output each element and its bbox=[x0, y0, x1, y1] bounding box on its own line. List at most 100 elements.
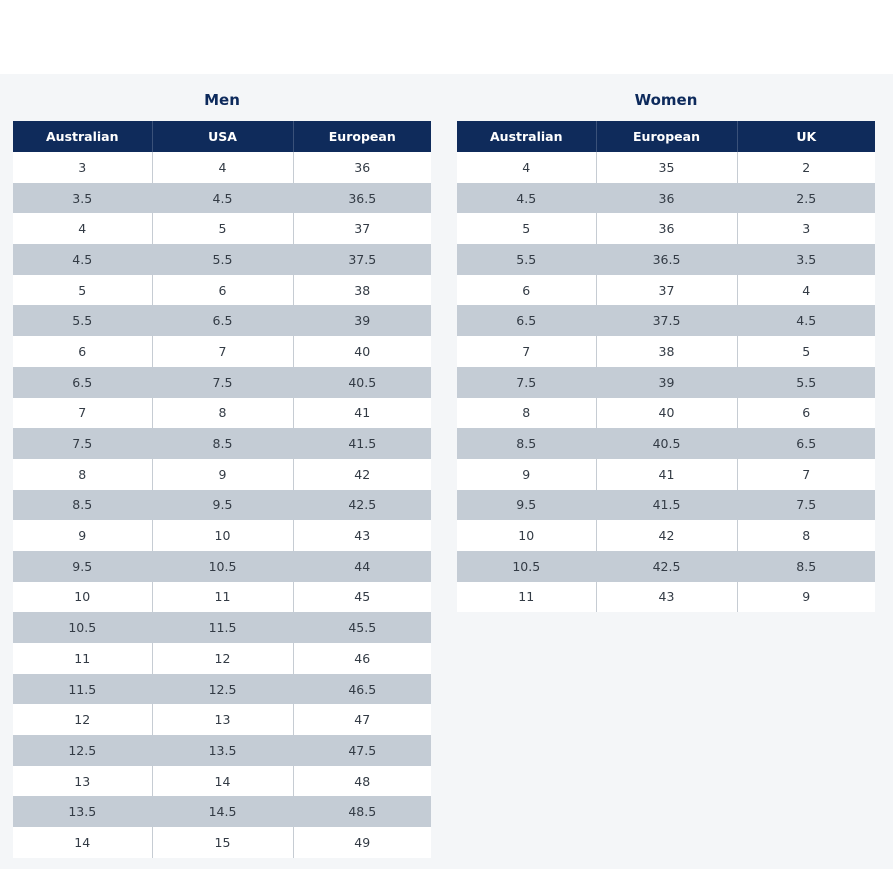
table-row: 3.5 4.5 36.5 bbox=[13, 182, 431, 214]
column-header-australian: Australian bbox=[13, 121, 152, 152]
table-cell: 4.5 bbox=[736, 305, 875, 337]
table-cell: 46.5 bbox=[292, 673, 431, 705]
table-cell: 8.5 bbox=[457, 428, 596, 459]
table-row: 10.5 11.5 45.5 bbox=[13, 612, 431, 643]
table-cell: 49 bbox=[292, 827, 431, 858]
table-cell: 40.5 bbox=[292, 366, 431, 398]
table-cell: 38 bbox=[595, 336, 737, 367]
table-cell: 6 bbox=[736, 397, 875, 429]
women-table-header-row: Australian European UK bbox=[457, 121, 875, 152]
table-row: 7.5 8.5 41.5 bbox=[13, 428, 431, 459]
table-row: 6.5 37.5 4.5 bbox=[457, 305, 875, 337]
table-row: 9.5 10.5 44 bbox=[13, 550, 431, 582]
women-table-body: 4 35 2 4.5 36 2.5 5 36 3 5.5 36.5 3.5 6 37 4 6.5 37.5 4.5… bbox=[457, 152, 875, 613]
table-cell: 41.5 bbox=[292, 428, 431, 459]
table-cell: 41 bbox=[292, 397, 431, 429]
table-cell: 7 bbox=[736, 458, 875, 490]
table-cell: 37 bbox=[292, 213, 431, 245]
table-cell: 47.5 bbox=[292, 735, 431, 766]
column-header-european: European bbox=[292, 121, 431, 152]
table-row: 13 14 48 bbox=[13, 765, 431, 797]
table-cell: 7.5 bbox=[457, 366, 596, 398]
table-cell: 37 bbox=[595, 274, 737, 306]
men-table-header-row: Australian USA European bbox=[13, 121, 431, 152]
men-section-title: Men bbox=[204, 91, 240, 109]
table-row: 4.5 5.5 37.5 bbox=[13, 244, 431, 275]
table-cell: 8 bbox=[457, 397, 596, 429]
table-cell: 40.5 bbox=[595, 428, 737, 459]
table-cell: 35 bbox=[595, 152, 737, 183]
table-cell: 9 bbox=[13, 520, 152, 551]
table-cell: 2 bbox=[736, 152, 875, 183]
table-cell: 39 bbox=[595, 366, 737, 398]
table-cell: 9.5 bbox=[151, 489, 293, 521]
table-cell: 9 bbox=[457, 458, 596, 490]
table-cell: 44 bbox=[292, 550, 431, 582]
table-cell: 48.5 bbox=[292, 796, 431, 828]
table-cell: 42.5 bbox=[595, 550, 737, 582]
table-cell: 45 bbox=[292, 581, 431, 613]
table-row: 10 11 45 bbox=[13, 581, 431, 613]
table-cell: 36.5 bbox=[595, 244, 737, 275]
table-cell: 8.5 bbox=[13, 489, 152, 521]
table-cell: 10.5 bbox=[151, 550, 293, 582]
table-row: 7 38 5 bbox=[457, 336, 875, 367]
table-cell: 36 bbox=[595, 182, 737, 214]
table-row: 5 6 38 bbox=[13, 274, 431, 306]
table-row: 14 15 49 bbox=[13, 827, 431, 858]
table-cell: 10.5 bbox=[13, 612, 152, 643]
table-cell: 11.5 bbox=[13, 673, 152, 705]
table-cell: 3 bbox=[736, 213, 875, 245]
table-row: 7 8 41 bbox=[13, 397, 431, 429]
table-cell: 43 bbox=[292, 520, 431, 551]
table-cell: 37.5 bbox=[292, 244, 431, 275]
table-cell: 10 bbox=[151, 520, 293, 551]
table-cell: 7.5 bbox=[151, 366, 293, 398]
table-cell: 40 bbox=[292, 336, 431, 367]
table-cell: 41 bbox=[595, 458, 737, 490]
table-cell: 10 bbox=[13, 581, 152, 613]
table-row: 8 40 6 bbox=[457, 397, 875, 429]
table-cell: 9.5 bbox=[13, 550, 152, 582]
table-cell: 13.5 bbox=[13, 796, 152, 828]
table-row: 9 41 7 bbox=[457, 458, 875, 490]
table-cell: 13 bbox=[13, 765, 152, 797]
table-cell: 36 bbox=[595, 213, 737, 245]
table-cell: 12 bbox=[151, 643, 293, 674]
table-cell: 4.5 bbox=[13, 244, 152, 275]
column-header-european: European bbox=[595, 121, 737, 152]
table-row: 10.5 42.5 8.5 bbox=[457, 550, 875, 582]
table-cell: 5 bbox=[457, 213, 596, 245]
table-row: 10 42 8 bbox=[457, 520, 875, 551]
table-cell: 47 bbox=[292, 704, 431, 736]
table-cell: 4.5 bbox=[457, 182, 596, 214]
table-row: 12 13 47 bbox=[13, 704, 431, 736]
table-row: 11 12 46 bbox=[13, 643, 431, 674]
table-row: 8.5 40.5 6.5 bbox=[457, 428, 875, 459]
table-cell: 15 bbox=[151, 827, 293, 858]
table-cell: 12.5 bbox=[151, 673, 293, 705]
table-cell: 6 bbox=[13, 336, 152, 367]
table-cell: 10.5 bbox=[457, 550, 596, 582]
women-section-title: Women bbox=[634, 91, 698, 109]
table-cell: 13.5 bbox=[151, 735, 293, 766]
column-header-uk: UK bbox=[736, 121, 875, 152]
table-cell: 36.5 bbox=[292, 182, 431, 214]
table-cell: 5 bbox=[736, 336, 875, 367]
table-cell: 10 bbox=[457, 520, 596, 551]
table-cell: 3 bbox=[13, 152, 152, 183]
table-row: 3 4 36 bbox=[13, 152, 431, 183]
table-cell: 7 bbox=[457, 336, 596, 367]
table-cell: 40 bbox=[595, 397, 737, 429]
table-row: 5 36 3 bbox=[457, 213, 875, 245]
table-cell: 5 bbox=[13, 274, 152, 306]
table-cell: 8 bbox=[151, 397, 293, 429]
table-cell: 6 bbox=[151, 274, 293, 306]
table-cell: 38 bbox=[292, 274, 431, 306]
table-cell: 7 bbox=[13, 397, 152, 429]
table-cell: 6.5 bbox=[151, 305, 293, 337]
table-cell: 5.5 bbox=[736, 366, 875, 398]
table-row: 4 35 2 bbox=[457, 152, 875, 183]
table-cell: 6 bbox=[457, 274, 596, 306]
table-cell: 42 bbox=[595, 520, 737, 551]
